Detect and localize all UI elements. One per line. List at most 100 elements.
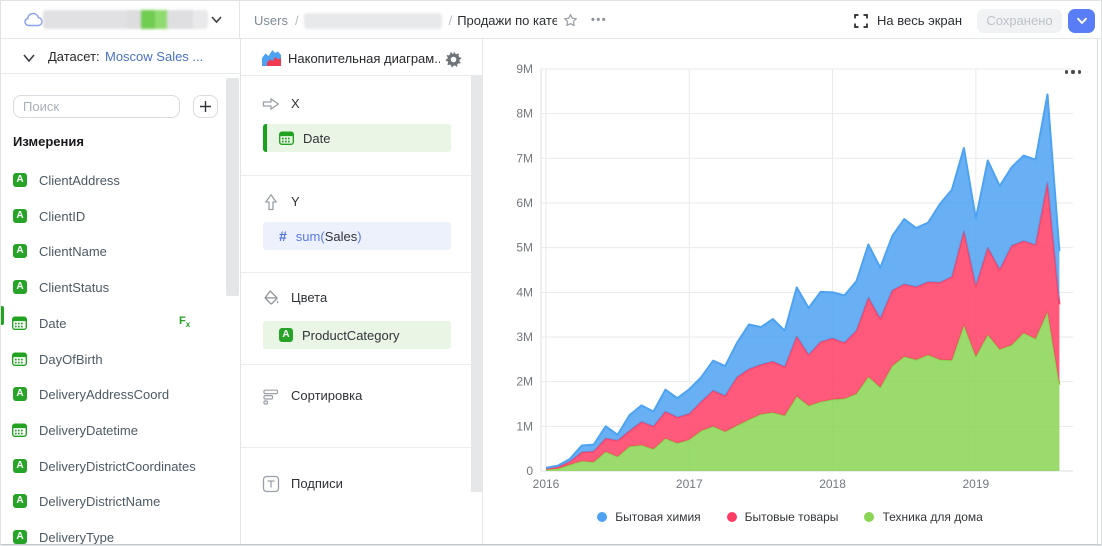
field-name: DayOfBirth bbox=[39, 352, 103, 367]
chip-field-name: ProductCategory bbox=[302, 327, 400, 343]
dataset-name-link[interactable]: Moscow Sales ... bbox=[105, 49, 204, 64]
legend-dot bbox=[864, 512, 875, 522]
string-field-icon: A bbox=[13, 459, 27, 473]
fullscreen-button[interactable]: На весь экран bbox=[854, 13, 962, 28]
right-gutter bbox=[1097, 39, 1098, 545]
x-axis-label: 2018 bbox=[819, 477, 846, 491]
breadcrumb-more-menu-icon[interactable]: ••• bbox=[591, 14, 608, 26]
field-item-DeliveryType[interactable]: A DeliveryType bbox=[1, 519, 229, 545]
field-item-DayOfBirth[interactable]: DayOfBirth bbox=[1, 341, 229, 377]
field-item-DeliveryAddressCoord[interactable]: A DeliveryAddressCoord bbox=[1, 376, 229, 412]
area-series-Бытовые товары bbox=[546, 182, 1060, 470]
search-input[interactable] bbox=[13, 95, 180, 118]
field-name: ClientName bbox=[39, 244, 107, 259]
breadcrumb-current-title: Продажи по катег bbox=[457, 13, 558, 28]
favorite-star-icon[interactable] bbox=[563, 13, 578, 28]
viz-panel-scrollbar[interactable] bbox=[471, 76, 482, 492]
dataset-panel: Датасет: Moscow Sales ... Измерения A Cli… bbox=[1, 39, 241, 545]
chart-legend: Бытовая химия Бытовые товары Техника для д… bbox=[483, 510, 1097, 524]
field-item-Date[interactable]: Date Fx bbox=[1, 305, 229, 341]
dimensions-heading: Измерения bbox=[13, 134, 84, 149]
y-axis-label: 1M bbox=[516, 419, 533, 433]
window-bottom-border bbox=[1, 544, 1101, 545]
y-axis-label: 6M bbox=[516, 196, 533, 210]
field-item-ClientStatus[interactable]: A ClientStatus bbox=[1, 269, 229, 305]
field-item-DeliveryDistrictName[interactable]: A DeliveryDistrictName bbox=[1, 483, 229, 519]
field-name: Date bbox=[39, 316, 67, 331]
section-divider bbox=[241, 447, 471, 448]
legend-label: Бытовая химия bbox=[615, 510, 701, 524]
saved-button[interactable]: Сохранено bbox=[977, 9, 1062, 33]
add-field-button[interactable] bbox=[193, 95, 218, 118]
redacted-breadcrumb-item bbox=[303, 12, 442, 29]
section-divider bbox=[241, 272, 471, 273]
legend-item-Бытовые товары[interactable]: Бытовые товары bbox=[726, 510, 838, 524]
field-item-ClientID[interactable]: A ClientID bbox=[1, 198, 229, 234]
field-chip-Sales[interactable]: # sum(Sales) bbox=[263, 222, 451, 250]
breadcrumb-users-link[interactable]: Users bbox=[254, 13, 288, 28]
chart-area: 0 1M 2M 3M 4M 5M 6M 7M 8M 9M 2016 2017 2018 2019 bbox=[483, 39, 1101, 545]
y-axis-label: 9M bbox=[516, 62, 533, 76]
viz-section-label-Подписи: Подписи bbox=[291, 476, 343, 491]
area-chart-type-icon[interactable] bbox=[262, 49, 281, 66]
breadcrumb-separator: / bbox=[448, 13, 453, 28]
x-axis-label: 2016 bbox=[533, 477, 560, 491]
string-field-icon: A bbox=[13, 209, 27, 223]
string-field-icon: A bbox=[13, 244, 27, 258]
visualization-panel: Накопительная диаграм... X Date Y # sum(Sale… bbox=[241, 39, 483, 545]
save-dropdown-button[interactable] bbox=[1068, 9, 1095, 33]
left-panel-scrollbar[interactable] bbox=[226, 78, 239, 296]
field-chip-ProductCategory[interactable]: A ProductCategory bbox=[263, 321, 451, 349]
field-name: ClientStatus bbox=[39, 280, 110, 295]
y-axis-label: 0 bbox=[526, 464, 533, 478]
chart-more-menu-icon[interactable] bbox=[1065, 65, 1089, 79]
sort-icon bbox=[263, 389, 279, 405]
dataset-label: Датасет: bbox=[48, 49, 100, 64]
field-name: ClientID bbox=[39, 209, 86, 224]
legend-label: Техника для дома bbox=[882, 510, 983, 524]
y-axis-label: 8M bbox=[516, 107, 533, 121]
field-item-ClientName[interactable]: A ClientName bbox=[1, 233, 229, 269]
field-item-ClientAddress[interactable]: A ClientAddress bbox=[1, 162, 229, 198]
string-field-icon: A bbox=[13, 530, 27, 544]
y-axis-label: 7M bbox=[516, 151, 533, 165]
legend-item-Техника для дома[interactable]: Техника для дома bbox=[864, 510, 983, 524]
labels-t-icon bbox=[262, 475, 280, 493]
cloud-logo-icon bbox=[24, 12, 43, 27]
chip-field-name: Date bbox=[303, 130, 331, 146]
field-item-DeliveryDistrictCoordinates[interactable]: A DeliveryDistrictCoordinates bbox=[1, 448, 229, 484]
x-axis-label: 2019 bbox=[962, 477, 989, 491]
legend-dot bbox=[726, 512, 737, 522]
chart-type-title[interactable]: Накопительная диаграм... bbox=[288, 51, 440, 66]
string-field-icon: A bbox=[13, 280, 27, 294]
fullscreen-label: На весь экран bbox=[877, 13, 963, 28]
x-axis-arrow-icon bbox=[262, 98, 279, 110]
area-series-Техника для дома bbox=[546, 311, 1060, 471]
legend-item-Бытовая химия[interactable]: Бытовая химия bbox=[597, 510, 701, 524]
chevron-down-icon[interactable] bbox=[210, 15, 223, 24]
viz-section-label-Y: Y bbox=[291, 194, 300, 209]
string-field-icon: A bbox=[279, 328, 293, 342]
calendar-field-icon bbox=[12, 423, 27, 437]
dataset-header: Датасет: Moscow Sales ... bbox=[1, 39, 240, 74]
topbar-divider bbox=[239, 1, 240, 39]
calendar-field-icon bbox=[12, 352, 27, 366]
chevron-down-icon bbox=[1076, 17, 1087, 24]
viz-section-label-X: X bbox=[291, 96, 300, 111]
section-divider bbox=[241, 364, 471, 365]
formula-fx-icon: Fx bbox=[179, 315, 191, 330]
field-name: DeliveryDistrictCoordinates bbox=[39, 459, 196, 474]
gear-icon[interactable] bbox=[445, 51, 462, 68]
plus-icon bbox=[200, 101, 211, 112]
string-field-icon: A bbox=[13, 173, 27, 187]
top-bar: Users / / Продажи по катег ••• На весь э… bbox=[1, 1, 1101, 39]
chevron-down-icon[interactable] bbox=[22, 53, 36, 63]
field-item-DeliveryDatetime[interactable]: DeliveryDatetime bbox=[1, 412, 229, 448]
stacked-area-chart: 0 1M 2M 3M 4M 5M 6M 7M 8M 9M 2016 2017 2018 2019 bbox=[516, 62, 1073, 491]
colors-paint-bucket-icon bbox=[264, 290, 279, 305]
field-chip-Date[interactable]: Date bbox=[263, 124, 451, 152]
y-axis-label: 4M bbox=[516, 285, 533, 299]
measure-field-icon: # bbox=[279, 228, 287, 244]
y-axis-arrow-icon bbox=[265, 194, 277, 211]
